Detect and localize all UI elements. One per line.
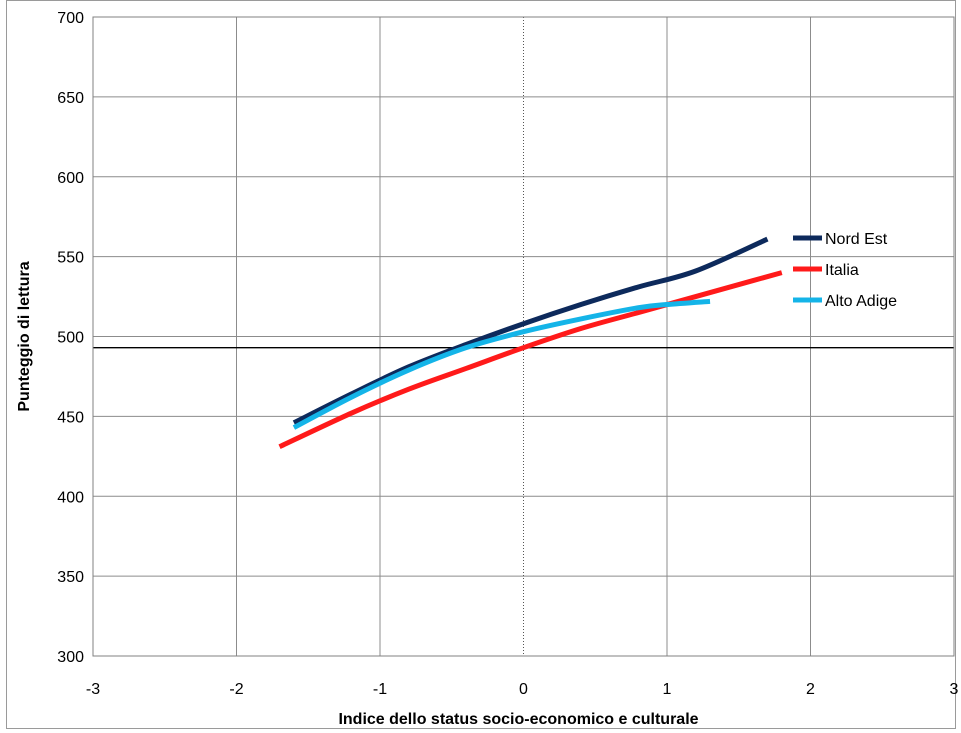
legend-label: Nord Est	[825, 231, 888, 248]
x-tick-label: 2	[806, 681, 815, 698]
x-tick-label: 3	[950, 681, 959, 698]
y-tick-label: 550	[57, 250, 84, 267]
legend-label: Italia	[825, 262, 859, 279]
y-tick-label: 400	[57, 489, 84, 506]
x-tick-label: -1	[373, 681, 387, 698]
y-tick-label: 650	[57, 90, 84, 107]
y-tick-label: 700	[57, 10, 84, 27]
y-tick-label: 350	[57, 569, 84, 586]
x-axis-title: Indice dello status socio-economico e cu…	[338, 711, 698, 728]
legend-label: Alto Adige	[825, 293, 897, 310]
legend: Nord Est Italia Alto Adige	[793, 231, 897, 310]
y-tick-label: 600	[57, 170, 84, 187]
y-tick-label: 450	[57, 409, 84, 426]
x-tick-labels: -3 -2 -1 0 1 2 3	[86, 681, 959, 698]
plot-area	[92, 16, 955, 657]
y-tick-label: 500	[57, 330, 84, 347]
x-tick-label: -3	[86, 681, 100, 698]
y-tick-label: 300	[57, 649, 84, 666]
x-tick-label: 0	[519, 681, 528, 698]
x-tick-label: 1	[663, 681, 672, 698]
y-tick-labels: 300 350 400 450 500 550 600 650 700	[57, 10, 84, 666]
y-axis-title: Punteggio di lettura	[16, 261, 33, 411]
series-layer	[278, 236, 783, 449]
series-line-alto-adige	[292, 298, 711, 430]
x-tick-label: -2	[229, 681, 243, 698]
series-line-nord-est	[292, 236, 769, 426]
series-line-italia	[278, 270, 783, 449]
